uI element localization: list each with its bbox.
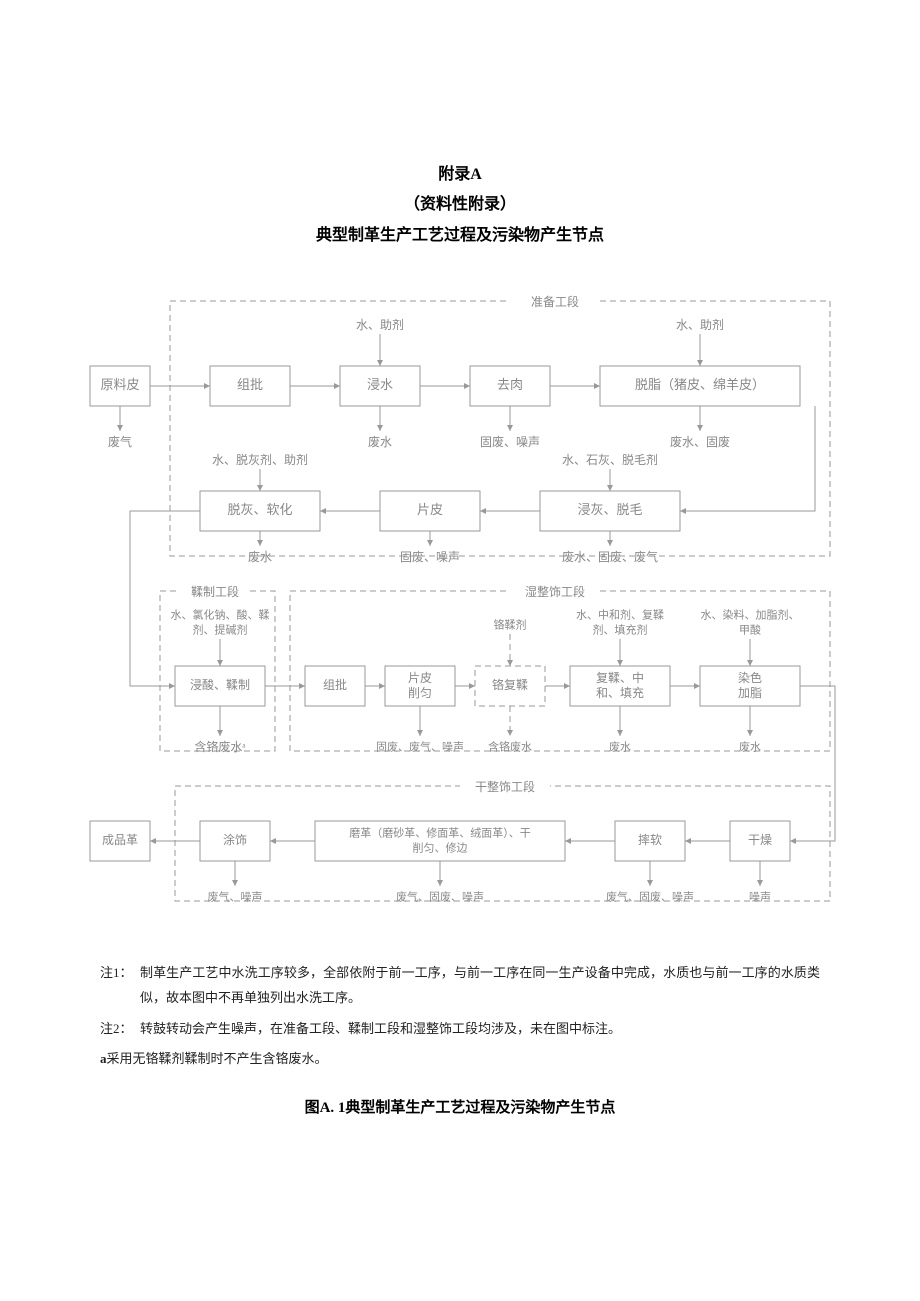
- note-1-label: 注1：: [100, 961, 140, 1010]
- node-batch1: 组批: [237, 377, 263, 392]
- notes: 注1： 制革生产工艺中水洗工序较多，全部依附于前一工序，与前一工序在同一生产设备…: [100, 961, 820, 1072]
- in-rechrome: 铬鞣剂: [494, 618, 527, 632]
- note-2: 注2： 转鼓转动会产生噪声，在准备工段、鞣制工段和湿整饰工段均涉及，未在图中标注…: [100, 1017, 820, 1042]
- out-raw: 废气: [108, 434, 132, 449]
- wet-label: 湿整饰工段: [525, 584, 585, 599]
- node-product: 成品革: [102, 833, 138, 847]
- out-shave: 固废、废气、噪声: [376, 740, 464, 754]
- note-1: 注1： 制革生产工艺中水洗工序较多，全部依附于前一工序，与前一工序在同一生产设备…: [100, 961, 820, 1010]
- node-shave-1: 片皮: [408, 671, 432, 685]
- in-retan-1: 水、中和剂、复鞣: [576, 608, 664, 622]
- node-soak: 浸水: [367, 377, 393, 392]
- page: 附录A （资料性附录） 典型制革生产工艺过程及污染物产生节点 准备工段 原料皮 …: [0, 0, 920, 1177]
- out-finish: 废气、噪声: [208, 890, 263, 904]
- node-raw: 原料皮: [100, 377, 139, 392]
- out-dye: 废水: [739, 740, 761, 754]
- in-delime: 水、脱灰剂、助剂: [212, 452, 308, 467]
- out-rechrome: 含铬废水: [488, 740, 532, 754]
- out-degrease: 废水、固废: [670, 434, 730, 449]
- in-retan-2: 剂、填充剂: [593, 623, 648, 637]
- node-batch2: 组批: [323, 677, 347, 692]
- in-soak: 水、助剂: [356, 317, 404, 332]
- prep-label: 准备工段: [531, 294, 579, 309]
- in-dye-1: 水、染料、加脂剂、: [701, 608, 800, 622]
- note-a-body: 采用无铬鞣剂鞣制时不产生含铬废水。: [107, 1051, 328, 1066]
- in-pickle-1: 水、氯化钠、酸、鞣: [171, 608, 270, 622]
- note-2-label: 注2：: [100, 1017, 140, 1042]
- out-soak: 废水: [368, 434, 392, 449]
- node-drying: 干燥: [748, 833, 772, 847]
- node-retan-2: 和、填充: [596, 685, 644, 700]
- header-line-3: 典型制革生产工艺过程及污染物产生节点: [0, 221, 920, 251]
- node-unhair: 浸灰、脱毛: [577, 502, 642, 517]
- node-degrease: 脱脂（猪皮、绵羊皮）: [635, 377, 765, 392]
- node-flesh: 去肉: [497, 377, 523, 392]
- out-buff: 废气、固废、噪声: [396, 890, 484, 904]
- out-pickle: 含铬废水ᵃ: [194, 739, 246, 754]
- node-buff-2: 削匀、修边: [413, 841, 468, 855]
- header-line-1: 附录A: [0, 160, 920, 190]
- tan-label: 鞣制工段: [191, 584, 239, 599]
- out-unhair: 废水、固废、废气: [562, 549, 658, 564]
- node-buff-1: 磨革（磨砂革、修面革、绒面革）、干: [349, 826, 531, 840]
- note-2-body: 转鼓转动会产生噪声，在准备工段、鞣制工段和湿整饰工段均涉及，未在图中标注。: [140, 1017, 820, 1042]
- out-stake: 废气、固废、噪声: [606, 890, 694, 904]
- node-shave-2: 削匀: [408, 686, 432, 700]
- note-a: a采用无铬鞣剂鞣制时不产生含铬废水。: [100, 1047, 820, 1072]
- node-dye-1: 染色: [738, 670, 762, 685]
- out-delime: 废水: [248, 549, 272, 564]
- note-1-body: 制革生产工艺中水洗工序较多，全部依附于前一工序，与前一工序在同一生产设备中完成，…: [140, 961, 820, 1010]
- node-rechrome: 铬复鞣: [492, 677, 528, 692]
- out-flesh: 固废、噪声: [480, 434, 540, 449]
- flowchart: 准备工段 原料皮 组批 浸水 去肉 脱脂（猪皮、绵羊皮） 水、助剂 水、助剂 废…: [80, 291, 840, 931]
- node-retan-1: 复鞣、中: [596, 670, 644, 685]
- out-drying: 噪声: [749, 890, 771, 904]
- node-stake: 摔软: [638, 833, 662, 847]
- in-degrease: 水、助剂: [676, 317, 724, 332]
- in-pickle-2: 剂、提碱剂: [193, 623, 248, 637]
- in-unhair: 水、石灰、脱毛剂: [562, 452, 658, 467]
- node-pickle: 浸酸、鞣制: [190, 677, 250, 692]
- out-retan: 废水: [609, 740, 631, 754]
- node-finish: 涂饰: [223, 832, 247, 847]
- appendix-header: 附录A （资料性附录） 典型制革生产工艺过程及污染物产生节点: [0, 160, 920, 251]
- out-split: 固废、噪声: [400, 549, 460, 564]
- header-line-2: （资料性附录）: [0, 190, 920, 220]
- in-dye-2: 甲酸: [739, 623, 761, 637]
- node-delime: 脱灰、软化: [227, 502, 292, 517]
- node-split: 片皮: [417, 502, 443, 517]
- node-dye-2: 加脂: [738, 685, 762, 700]
- figure-caption: 图A. 1典型制革生产工艺过程及污染物产生节点: [0, 1096, 920, 1117]
- dry-label: 干整饰工段: [475, 779, 535, 794]
